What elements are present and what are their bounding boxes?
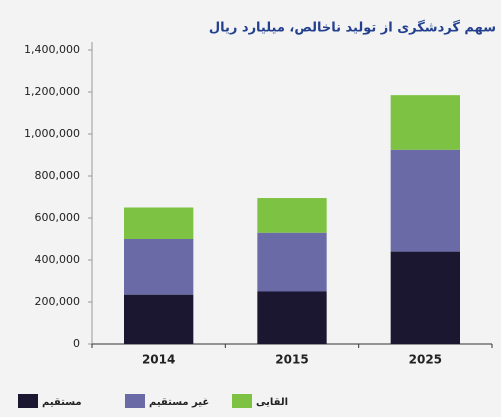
y-tick-label: 0 [73,337,80,350]
bar-segment [257,232,327,292]
y-tick-label: 400,000 [35,253,81,266]
y-tick-label: 1,000,000 [24,127,80,140]
y-tick-label: 1,400,000 [24,43,80,56]
bar-segment [390,95,460,150]
legend-swatch [232,394,252,408]
bar-segment [390,149,460,252]
bar-segment [124,294,194,344]
bar-segment [390,251,460,344]
y-tick-label: 600,000 [35,211,81,224]
bar-segment [124,239,194,295]
x-tick-label: 2025 [409,353,442,367]
y-tick-label: 800,000 [35,169,81,182]
y-tick-label: 200,000 [35,295,81,308]
legend-label: القایی [256,397,288,408]
legend-label: مستقیم [42,397,82,408]
bar-segment [257,291,327,344]
y-tick-label: 1,200,000 [24,85,80,98]
bar-segment [124,207,194,239]
legend-swatch [18,394,38,408]
legend-label: غیر مستقیم [149,397,209,408]
x-tick-label: 2015 [275,353,308,367]
chart-title: سهم گردشگری از تولید ناخالص، میلیارد ریا… [209,20,496,36]
x-tick-label: 2014 [142,353,175,367]
bar-segment [257,198,327,233]
legend-swatch [125,394,145,408]
